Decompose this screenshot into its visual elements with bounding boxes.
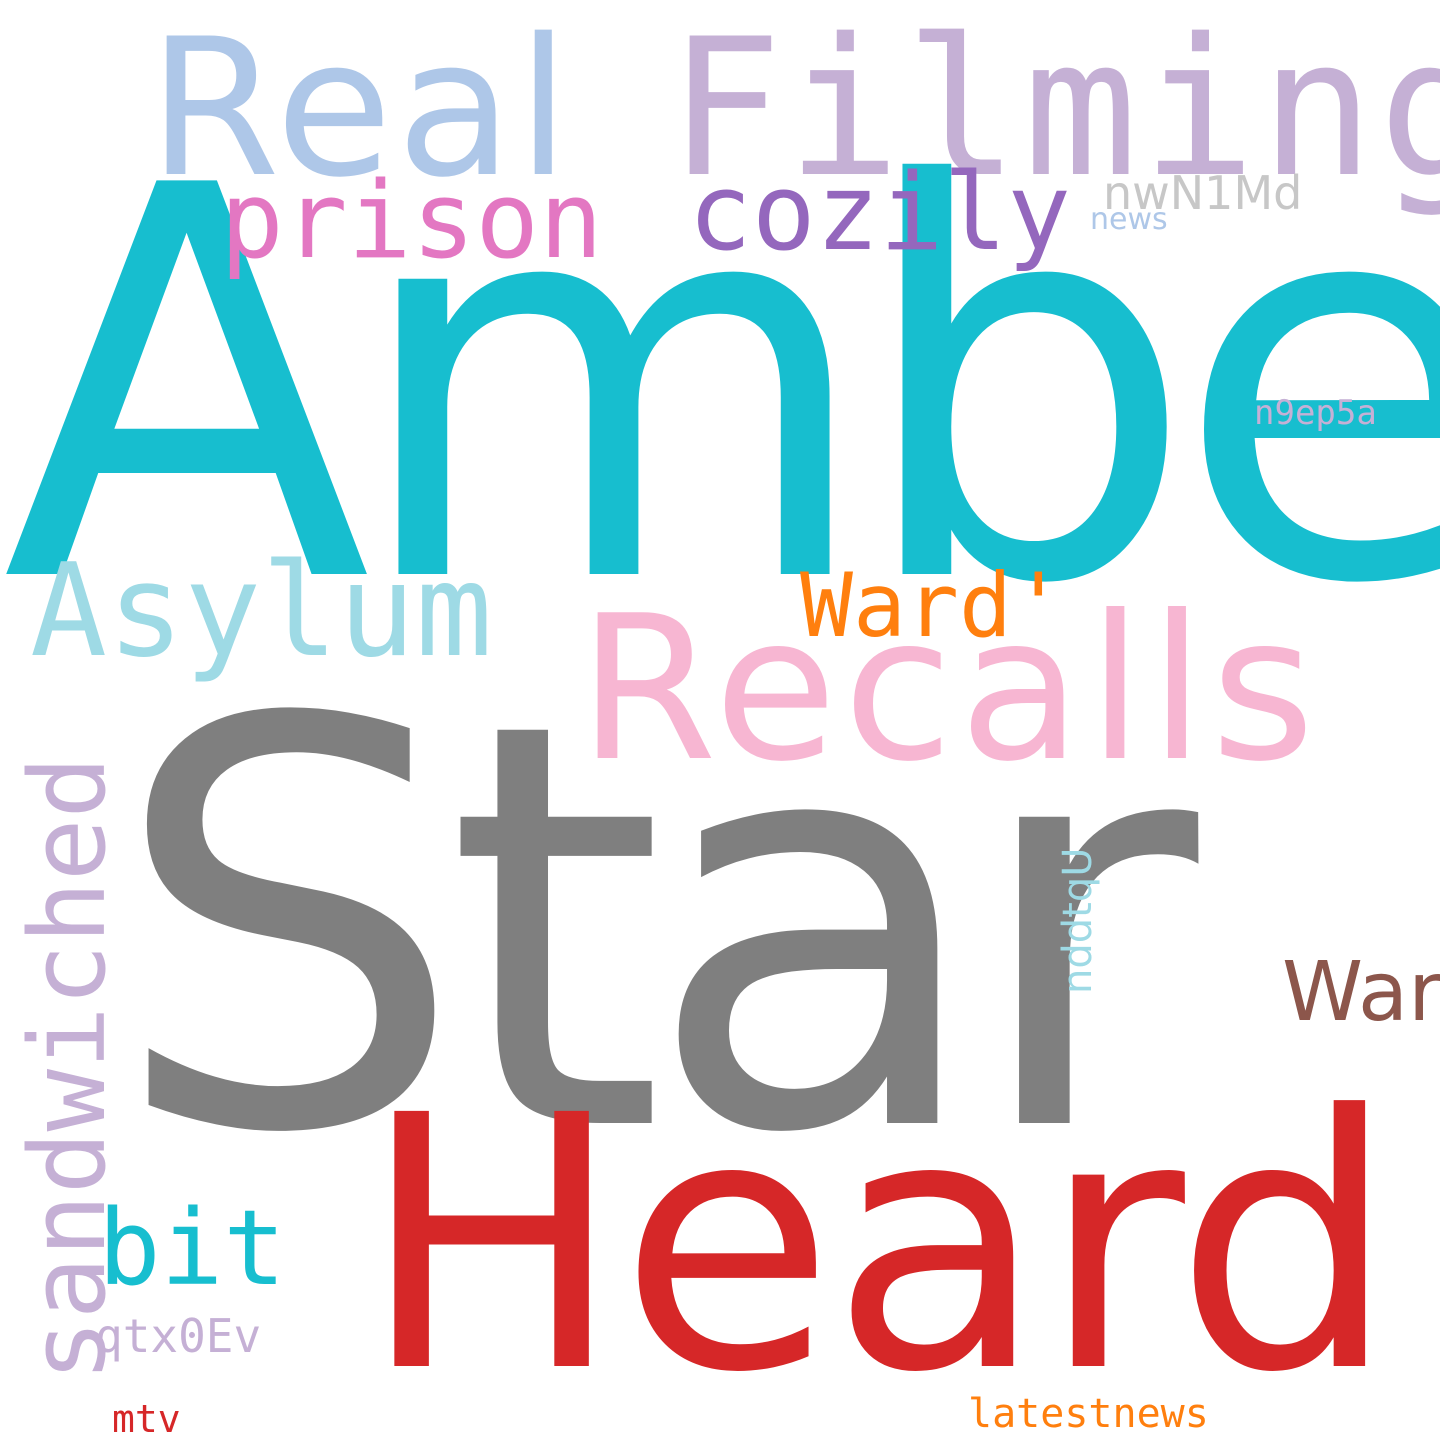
word-heard: Heard (360, 1041, 1397, 1440)
word-latestnews: latestnews (968, 1391, 1209, 1437)
word-ward-apostrophe: Ward' (800, 554, 1065, 657)
word-nddtqu: nddtqU (1055, 847, 1101, 994)
word-asylum: Asylum (30, 537, 493, 686)
word-bit: bit (98, 1187, 286, 1309)
word-amber: Amber (2, 74, 1440, 702)
word-real: Real (148, 0, 574, 219)
word-prison: prison (220, 159, 603, 282)
word-star: Star (110, 604, 1198, 1256)
word-ward: Ward (1282, 945, 1440, 1040)
word-mtv: mtv (112, 1397, 181, 1440)
word-n9ep5a: n9ep5a (1254, 393, 1377, 433)
word-qtx0ev: qtx0Ev (95, 1309, 262, 1363)
word-cozily: cozily (688, 151, 1071, 274)
word-filming: Filming (668, 0, 1440, 219)
word-recalls: Recalls (578, 573, 1321, 806)
word-news: news (1090, 202, 1168, 237)
word-nwn1md: nwN1Md (1103, 166, 1303, 220)
